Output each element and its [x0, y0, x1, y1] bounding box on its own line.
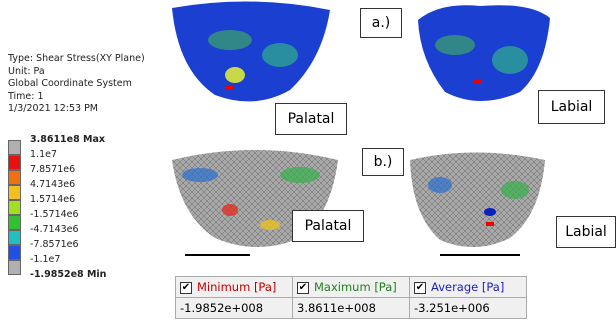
- legend-label: -1.5714e6: [30, 209, 79, 220]
- model-a-labial: [418, 5, 550, 101]
- legend-label: -1.1e7: [30, 254, 60, 265]
- legend-swatch: [8, 230, 21, 245]
- legend-label: 1.5714e6: [30, 194, 75, 205]
- info-line: 1/3/2021 12:53 PM: [8, 103, 145, 116]
- header-text: Average [Pa]: [431, 280, 504, 294]
- checkbox[interactable]: ✔: [414, 282, 426, 294]
- view-label: Palatal: [292, 210, 364, 242]
- legend-swatch: [8, 140, 21, 155]
- checkbox[interactable]: ✔: [297, 282, 309, 294]
- result-table: ✔ Minimum [Pa] ✔ Maximum [Pa] ✔ Average [Pa] -…: [175, 276, 527, 319]
- legend-swatch: [8, 200, 21, 215]
- legend-swatch: [8, 260, 21, 275]
- view-label: Palatal: [275, 103, 347, 135]
- header-cell: ✔ Minimum [Pa]: [176, 277, 293, 298]
- legend-label: -1.9852e8 Min: [30, 269, 106, 280]
- model-b-labial: [410, 153, 545, 256]
- legend-swatch: [8, 245, 21, 260]
- legend-label: -7.8571e6: [30, 239, 79, 250]
- view-label: Labial: [556, 216, 616, 248]
- legend-label: -4.7143e6: [30, 224, 79, 235]
- header-text: Minimum [Pa]: [197, 280, 276, 294]
- info-line: Unit: Pa: [8, 66, 145, 79]
- legend-label: 7.8571e6: [30, 164, 75, 175]
- checkbox[interactable]: ✔: [180, 282, 192, 294]
- info-line: Time: 1: [8, 91, 145, 104]
- value-cell: -3.251e+006: [410, 298, 527, 319]
- header-text: Maximum [Pa]: [314, 280, 397, 294]
- panel-label: a.): [360, 8, 402, 38]
- legend-swatch: [8, 215, 21, 230]
- legend-swatch: [8, 170, 21, 185]
- legend-label: 3.8611e8 Max: [30, 134, 105, 145]
- model-a-palatal: [172, 1, 330, 101]
- panel-label: b.): [362, 148, 404, 176]
- header-cell: ✔ Maximum [Pa]: [293, 277, 410, 298]
- view-label: Labial: [538, 90, 605, 124]
- figure: Type: Shear Stress(XY Plane)Unit: PaGlob…: [0, 0, 616, 325]
- legend-label: 4.7143e6: [30, 179, 75, 190]
- header-cell: ✔ Average [Pa]: [410, 277, 527, 298]
- legend-label: 1.1e7: [30, 149, 57, 160]
- legend-swatch: [8, 155, 21, 170]
- legend-swatch: [8, 185, 21, 200]
- value-cell: 3.8611e+008: [293, 298, 410, 319]
- value-cell: -1.9852e+008: [176, 298, 293, 319]
- info-line: Type: Shear Stress(XY Plane): [8, 53, 145, 66]
- info-line: Global Coordinate System: [8, 78, 145, 91]
